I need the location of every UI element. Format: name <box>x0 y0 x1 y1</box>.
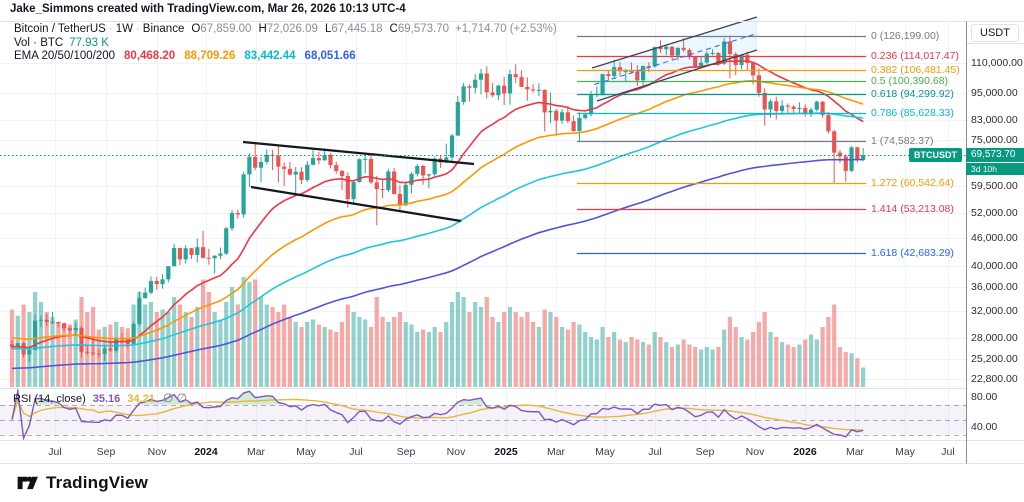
interval-label[interactable]: 1W <box>115 23 133 35</box>
ohlc-letter: O <box>191 23 201 35</box>
time-axis-label: Mar <box>546 446 566 458</box>
fib-level-label[interactable]: 0 (126,199.00) <box>871 29 940 42</box>
price-axis-label: 22,800.00 <box>971 372 1018 385</box>
ohlc-number: 67,859.00 <box>200 23 252 35</box>
ohlc-letter: L <box>324 23 332 35</box>
time-axis-label: May <box>895 446 915 458</box>
exchange-label: Binance <box>142 23 185 35</box>
symbol-legend-row[interactable]: Bitcoin / TetherUS · 1W · Binance O67,859.00 H… <box>14 23 557 35</box>
price-axis-label: 46,000.00 <box>971 232 1018 245</box>
price-axis-label: 83,000.00 <box>971 113 1018 126</box>
ema-value: 83,442.44 <box>244 50 296 62</box>
time-axis-label: 2024 <box>194 446 218 458</box>
ema-value: 68,051.66 <box>304 50 356 62</box>
time-axis-label: Jul <box>349 446 363 458</box>
rsi-label: RSI (14, close) <box>13 393 86 405</box>
tradingview-logo-icon <box>17 476 38 490</box>
fib-level-label[interactable]: 0.786 (85,628.33) <box>871 107 954 120</box>
time-axis-label: Nov <box>446 446 466 458</box>
price-axis-label: 28,000.00 <box>971 331 1018 344</box>
price-axis-label: 36,000.00 <box>971 281 1018 294</box>
time-axis-label: Mar <box>246 446 266 458</box>
fib-level-label[interactable]: 0.382 (106,481.45) <box>871 63 960 76</box>
currency-unit-button[interactable]: USDT <box>971 24 1019 42</box>
ohlc-letter: C <box>389 23 398 35</box>
price-axis-label: 110,000.00 <box>971 57 1023 70</box>
ema-value: 80,468.20 <box>124 50 176 62</box>
time-axis-label: May <box>595 446 615 458</box>
attribution-date-line: Jake_Simmons created with TradingView.co… <box>10 3 406 15</box>
time-axis-label: Nov <box>147 446 167 458</box>
rsi-axis-label: 80.00 <box>971 391 998 403</box>
volume-legend-row[interactable]: Vol · BTC 77.93 K <box>14 37 109 49</box>
change-value: +1,714.70 (+2.53%) <box>455 23 557 35</box>
fib-level-label[interactable]: 0.618 (94,299.92) <box>871 88 954 100</box>
tradingview-logo-text: TradingView <box>46 472 149 492</box>
rsi-axis-label: 40.00 <box>971 421 998 433</box>
fib-level-label[interactable]: 1 (74,582.37) <box>871 135 934 148</box>
ema-label: EMA 20/50/100/200 <box>14 50 116 62</box>
time-axis-label: Mar <box>845 446 865 458</box>
rsi-value: 35.16 <box>92 393 121 405</box>
time-axis-label: Sep <box>96 446 116 458</box>
symbol-price-chip: BTCUSDT <box>909 148 962 162</box>
price-axis-label: 59,500.00 <box>971 180 1018 193</box>
fib-level-label[interactable]: 0.236 (114,017.47) <box>871 49 959 62</box>
last-price-badge: 69,573.70 <box>966 148 1024 162</box>
ohlc-number: 67,445.18 <box>331 23 383 35</box>
price-axis-label: 52,000.00 <box>971 207 1018 220</box>
ema-values: 80,468.20 88,709.26 83,442.44 68,051.66 <box>115 50 356 62</box>
time-axis-label: Jul <box>648 446 662 458</box>
ohlc-letter: H <box>258 23 267 35</box>
fib-level-label[interactable]: 1.414 (53,213.08) <box>871 202 954 215</box>
legend-separator: · <box>135 23 140 35</box>
time-axis-label: 2025 <box>494 446 518 458</box>
fib-level-label[interactable]: 1.272 (60,542.64) <box>871 176 954 189</box>
ohlc-values: O67,859.00 H72,026.09 L67,445.18 C69,573.70 <box>184 23 449 35</box>
tradingview-logo[interactable]: TradingView <box>16 471 148 494</box>
time-axis-label: Jul <box>48 446 62 458</box>
price-axis-label: 95,000.00 <box>971 86 1018 99</box>
price-axis-label: 40,000.00 <box>971 260 1018 273</box>
ohlc-number: 72,026.09 <box>266 23 318 35</box>
legend-separator: · <box>108 23 113 35</box>
ohlc-number: 69,573.70 <box>397 23 450 35</box>
price-axis-label: 25,200.00 <box>971 352 1018 365</box>
rsi-null-icons: ∅ ∅ <box>162 391 188 405</box>
time-axis-label: 2026 <box>793 446 817 458</box>
time-axis-label: Nov <box>745 446 765 458</box>
fib-level-label[interactable]: 1.618 (42,683.29) <box>871 247 954 260</box>
bar-countdown-badge: 3d 10h <box>966 163 1024 175</box>
fib-level-label[interactable]: 0.5 (100,390.68) <box>871 75 949 88</box>
ema-legend-row[interactable]: EMA 20/50/100/200 80,468.20 88,709.26 83,44… <box>14 50 356 62</box>
time-axis-label: Jul <box>941 446 955 458</box>
rsi-legend-row[interactable]: RSI (14, close) 35.16 34.21 ∅ ∅ <box>13 391 187 405</box>
time-axis-label: Sep <box>695 446 715 458</box>
price-axis-label: 32,000.00 <box>971 304 1018 317</box>
time-axis-label: May <box>296 446 316 458</box>
volume-label: Vol · BTC <box>14 37 64 49</box>
volume-value: 77.93 K <box>69 37 109 49</box>
rsi-ma-value: 34.21 <box>127 393 155 405</box>
price-axis-label: 75,000.00 <box>971 133 1018 146</box>
ema-value: 88,709.26 <box>184 50 236 62</box>
symbol-name[interactable]: Bitcoin / TetherUS <box>14 23 106 35</box>
time-axis-label: Sep <box>396 446 416 458</box>
